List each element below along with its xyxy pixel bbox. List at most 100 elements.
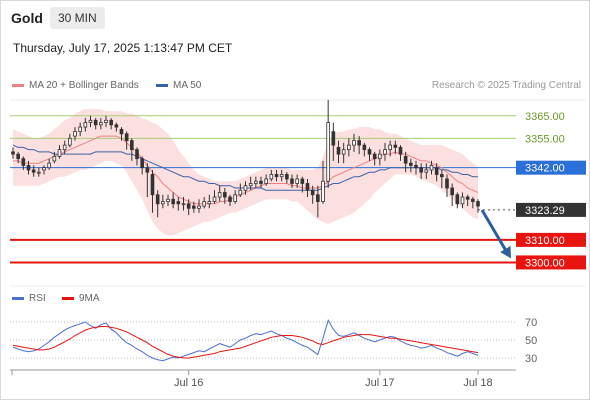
candle-body-57 (305, 183, 310, 191)
level-label-5: 3300.00 (525, 257, 565, 269)
candle-body-24 (135, 149, 139, 160)
candle-body-79 (419, 167, 423, 173)
candle-body-53 (285, 174, 289, 180)
candle-body-27 (150, 174, 155, 196)
candle-body-71 (378, 153, 382, 160)
candle-body-86 (455, 194, 460, 205)
candle-body-59 (316, 194, 320, 202)
level-label-1: 3355.00 (525, 133, 565, 145)
candle-body-76 (403, 156, 408, 164)
candle-body-51 (274, 174, 279, 178)
candle-body-89 (471, 198, 475, 202)
forecast-arrow-shaft (480, 209, 509, 254)
rsi-tick-label-0: 70 (525, 317, 537, 329)
ma50-swatch (156, 83, 168, 87)
legend-rsi: RSI (12, 293, 46, 304)
candle-body-55 (295, 178, 299, 184)
rsi-ma-swatch (62, 296, 74, 300)
level-label-4: 3310.00 (525, 235, 565, 247)
candle-body-46 (248, 183, 253, 187)
candle-body-83 (440, 174, 444, 178)
candle-body-65 (347, 144, 351, 151)
candle-body-33 (181, 203, 186, 206)
candle-body-28 (155, 194, 160, 205)
level-label-0: 3365.00 (525, 111, 565, 123)
candle-body-52 (279, 174, 284, 178)
candle-body-38 (207, 201, 212, 205)
candle-body-82 (434, 167, 439, 175)
candle-body-12 (73, 131, 77, 137)
level-tag-4 (516, 232, 586, 247)
level-tag-2 (516, 160, 586, 175)
candle-body-63 (336, 146, 341, 155)
instrument-title: Gold (11, 10, 43, 26)
candle-body-22 (124, 133, 129, 142)
legend-ma20: MA 20 + Bollinger Bands (12, 80, 139, 91)
x-tick-label-1: Jul 17 (365, 377, 394, 389)
bollinger-band (13, 109, 478, 236)
legend-rsi-ma: 9MA (62, 293, 100, 304)
candle-body-20 (114, 124, 119, 128)
candle-body-2 (21, 158, 26, 166)
candle-body-85 (450, 187, 454, 196)
candle-body-3 (26, 165, 31, 171)
timeframe-button[interactable]: 30 MIN (50, 7, 105, 29)
candle-body-11 (68, 137, 72, 146)
candle-body-1 (16, 153, 20, 160)
candle-body-26 (145, 167, 150, 173)
candle-body-75 (398, 146, 403, 155)
candle-body-30 (166, 198, 170, 202)
candle-body-74 (393, 144, 398, 148)
candle-body-14 (83, 122, 88, 128)
candle-body-15 (88, 119, 93, 123)
candle-body-19 (109, 119, 113, 126)
candle-body-39 (212, 196, 217, 202)
rsi-tick-label-2: 30 (525, 353, 537, 365)
candle-body-48 (259, 180, 263, 184)
candle-body-35 (192, 205, 196, 209)
candle-body-77 (409, 162, 413, 166)
candle-body-87 (460, 196, 465, 205)
candle-body-47 (254, 180, 258, 184)
level-label-2: 3342.00 (525, 163, 565, 175)
candle-body-68 (362, 144, 367, 151)
ma20-swatch (12, 83, 24, 87)
level-tag-5 (516, 255, 586, 270)
ma50-label: MA 50 (173, 80, 202, 91)
candle-body-72 (383, 149, 387, 155)
candle-body-41 (223, 192, 227, 198)
candle-body-66 (352, 140, 356, 146)
candle-body-54 (290, 178, 294, 184)
rsi-ma-line (12, 326, 479, 359)
candle-body-37 (202, 201, 206, 207)
candle-body-64 (341, 149, 346, 155)
candle-body-0 (11, 151, 15, 155)
candle-body-49 (264, 178, 268, 184)
candle-body-32 (176, 201, 181, 205)
candle-body-43 (233, 194, 237, 202)
rsi-swatch (12, 296, 24, 300)
forecast-arrow-head (500, 245, 511, 259)
candle-body-5 (37, 171, 41, 174)
candle-body-36 (197, 205, 201, 209)
timestamp: Thursday, July 17, 2025 1:13:47 PM CET (13, 41, 233, 55)
candle-body-34 (186, 203, 191, 209)
candle-body-23 (130, 140, 134, 151)
candle-body-90 (476, 201, 480, 207)
candle-body-62 (331, 131, 336, 146)
candle-body-7 (47, 162, 51, 169)
candle-body-21 (119, 128, 124, 135)
candle-body-42 (228, 196, 232, 202)
candle-body-50 (269, 174, 274, 180)
candle-body-73 (388, 144, 392, 151)
rsi-tick-label-1: 50 (525, 335, 537, 347)
level-tag-3 (516, 202, 586, 217)
candle-body-78 (414, 165, 418, 169)
candle-body-31 (171, 198, 175, 205)
candle-body-16 (93, 119, 98, 126)
rsi-ma-label: 9MA (79, 293, 100, 304)
candle-body-67 (357, 140, 361, 146)
candle-body-6 (42, 167, 46, 171)
rsi-line (12, 318, 479, 362)
